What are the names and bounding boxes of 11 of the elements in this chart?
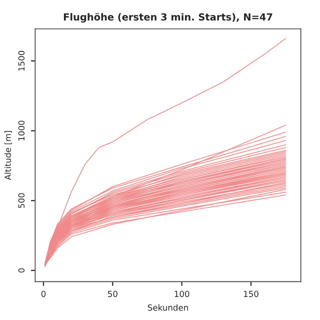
y-tick-label: 1000 — [18, 120, 25, 140]
y-tick-label: 500 — [18, 193, 25, 208]
x-tick-label: 100 — [174, 290, 190, 298]
chart-title: Flughöhe (ersten 3 min. Starts), N=47 — [64, 12, 272, 23]
x-axis-title: Sekunden — [148, 304, 188, 311]
y-tick-label: 0 — [18, 268, 25, 273]
x-tick-label: 150 — [244, 290, 258, 298]
x-tick-label: 0 — [41, 290, 46, 298]
x-tick-label: 50 — [108, 290, 118, 298]
y-axis-title: Altitude [m] — [4, 131, 12, 180]
y-tick-label: 1500 — [18, 50, 25, 71]
